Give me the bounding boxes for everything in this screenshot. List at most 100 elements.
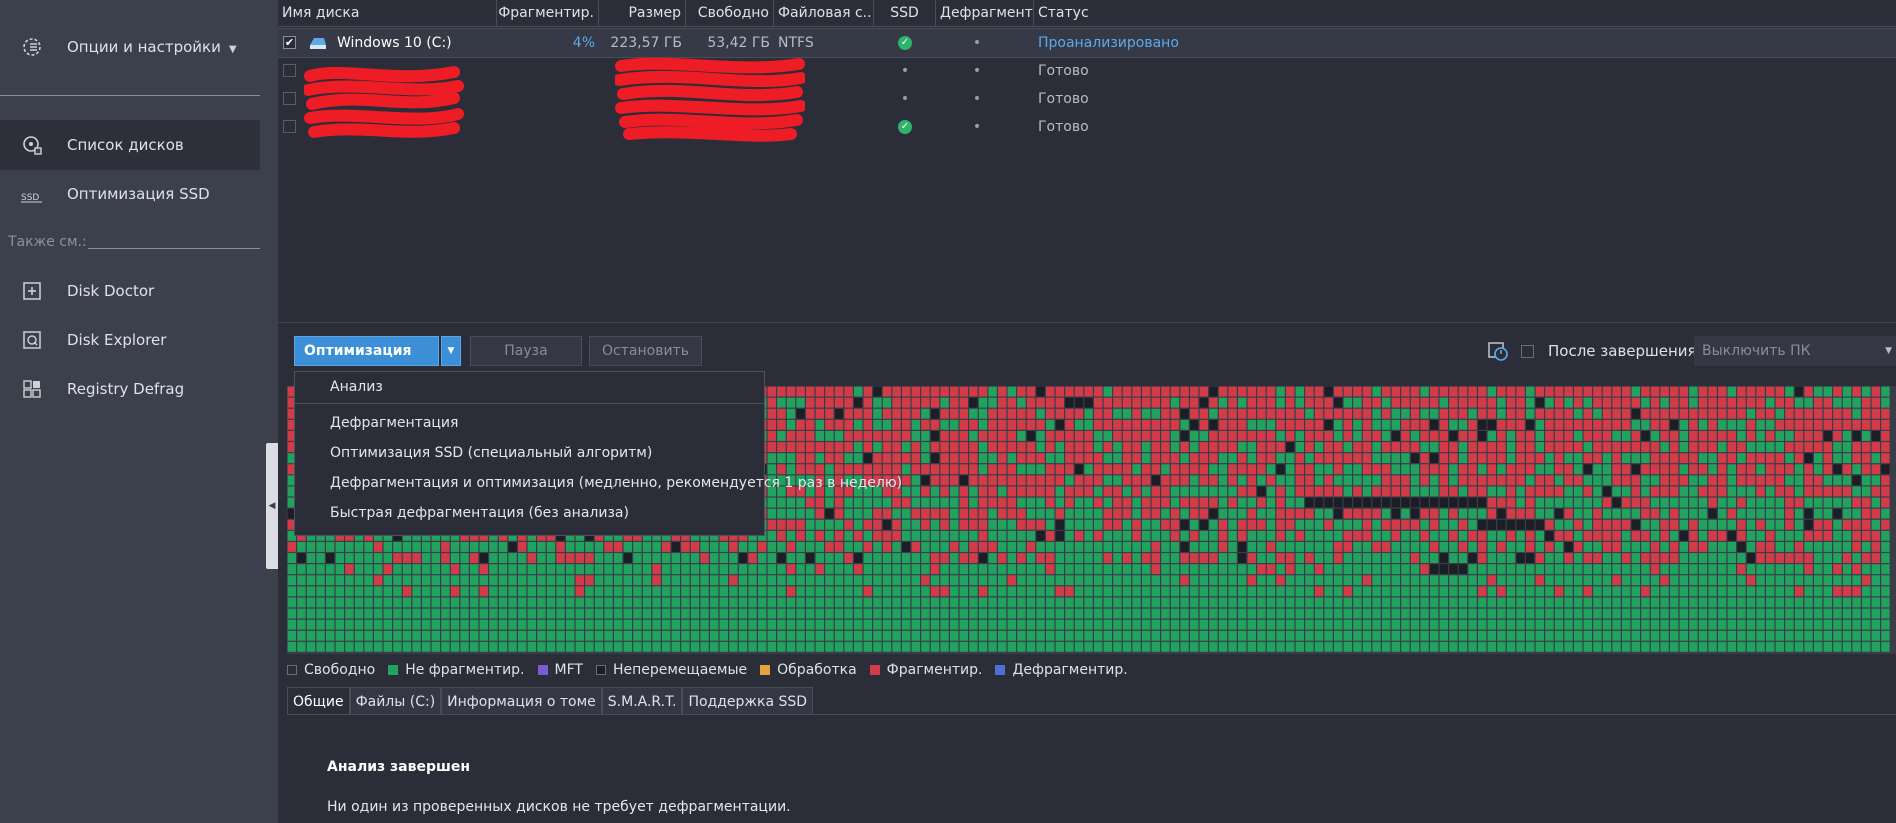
cluster-block (1401, 597, 1410, 608)
table-row[interactable]: ✔ Windows 10 (C:) 4% 223,57 ГБ 53,42 ГБ … (278, 28, 1896, 58)
sidebar-link-disk-explorer[interactable]: Disk Explorer (0, 315, 260, 365)
cluster-block (1698, 475, 1708, 486)
column-header-status[interactable]: Статус (1038, 5, 1089, 21)
tab-volume-info[interactable]: Информация о томе (441, 687, 602, 715)
cluster-block (710, 553, 719, 563)
cluster-block (844, 586, 853, 597)
options-settings-menu[interactable]: Опции и настройки ▼ (0, 22, 260, 72)
pause-button[interactable]: Пауза (470, 336, 582, 366)
cluster-block (1756, 542, 1765, 552)
tab-files[interactable]: Файлы (C:) (349, 687, 442, 715)
cluster-block (498, 564, 508, 575)
cluster-block (1314, 630, 1324, 641)
sidebar-item-ssd-optimization[interactable]: SSD Оптимизация SSD (0, 169, 260, 219)
sidebar-link-registry-defrag[interactable]: Registry Defrag (0, 364, 260, 414)
cluster-block (1420, 608, 1429, 619)
cluster-block (892, 475, 901, 486)
cluster-block (1266, 419, 1276, 430)
cluster-block (1737, 619, 1746, 630)
table-row[interactable]: ✓ • Готово (278, 113, 1896, 141)
row-checkbox[interactable] (283, 120, 296, 133)
tab-smart[interactable]: S.M.A.R.T. (601, 687, 683, 715)
cluster-block (796, 530, 805, 541)
cluster-block (1487, 619, 1496, 630)
cluster-block (652, 553, 661, 563)
cluster-block (1660, 530, 1669, 541)
cluster-block (1334, 630, 1343, 641)
menu-item-analyze[interactable]: Анализ (330, 379, 383, 395)
tab-general[interactable]: Общие (287, 687, 350, 715)
cluster-block (1833, 519, 1842, 530)
cluster-block (1382, 586, 1391, 597)
cluster-block (786, 453, 796, 464)
column-header-name[interactable]: Имя диска (278, 0, 497, 26)
cluster-block (470, 641, 479, 652)
row-checkbox[interactable] (283, 92, 296, 105)
cluster-block (1823, 519, 1832, 530)
table-row[interactable]: • • Готово (278, 57, 1896, 85)
column-header-defrag[interactable]: Дефрагмент... (936, 0, 1034, 26)
cluster-block (470, 542, 479, 552)
column-header-fragmentation[interactable]: Фрагментир. (497, 0, 599, 26)
cluster-block (326, 597, 335, 608)
cluster-block (729, 597, 738, 608)
cluster-block (815, 486, 824, 497)
cluster-block (1756, 575, 1765, 586)
cluster-block (1430, 442, 1439, 452)
cluster-block (1391, 586, 1400, 597)
tab-ssd-support[interactable]: Поддержка SSD (682, 687, 814, 715)
cluster-block (566, 575, 575, 586)
cluster-block (1199, 464, 1208, 475)
cluster-block (950, 553, 959, 563)
cluster-block (681, 564, 690, 575)
cluster-block (1698, 419, 1708, 430)
menu-item-defrag-optimize[interactable]: Дефрагментация и оптимизация (медленно, … (330, 475, 903, 491)
row-checkbox[interactable]: ✔ (283, 36, 296, 49)
cluster-block (882, 419, 892, 430)
cluster-block (1622, 542, 1631, 552)
cluster-block (1295, 553, 1304, 563)
cluster-block (1247, 386, 1256, 397)
sidebar-item-disk-list[interactable]: Список дисков (0, 120, 260, 170)
cluster-block (1689, 608, 1698, 619)
cluster-block (1449, 497, 1458, 508)
table-row[interactable]: • • Готово (278, 85, 1896, 113)
cluster-block (1583, 497, 1592, 508)
cluster-block (969, 453, 978, 464)
cluster-block (921, 608, 930, 619)
column-header-ssd[interactable]: SSD (874, 0, 936, 26)
menu-item-defrag[interactable]: Дефрагментация (330, 415, 459, 431)
after-completion-select[interactable]: Выключить ПК ▼ (1694, 336, 1896, 366)
row-checkbox[interactable] (283, 64, 296, 77)
cluster-block (1535, 442, 1544, 452)
cluster-block (1458, 619, 1468, 630)
cluster-block (902, 431, 911, 441)
after-completion-checkbox[interactable] (1521, 344, 1534, 358)
stop-button[interactable]: Остановить (589, 336, 702, 366)
cluster-block (1084, 508, 1093, 519)
optimize-ssd-button[interactable]: Оптимизация SSD (294, 336, 439, 387)
sidebar-collapse-handle[interactable]: ◀ (266, 443, 278, 569)
cluster-block (825, 641, 834, 652)
cluster-block (1343, 486, 1352, 497)
cluster-block (873, 597, 882, 608)
cluster-block (537, 641, 546, 652)
cluster-block (1468, 586, 1477, 597)
cluster-block (1545, 575, 1554, 586)
action-dropdown-button[interactable]: ▼ (441, 336, 461, 366)
column-header-size[interactable]: Размер (599, 0, 686, 26)
cluster-block (1602, 630, 1612, 641)
cluster-block (1852, 586, 1861, 597)
column-header-filesystem[interactable]: Файловая с... (774, 0, 874, 26)
cluster-block (1199, 508, 1208, 519)
column-header-free[interactable]: Свободно (686, 0, 774, 26)
cluster-block (1334, 530, 1343, 541)
cluster-block (1689, 575, 1698, 586)
menu-item-ssd-optimize[interactable]: Оптимизация SSD (специальный алгоритм) (330, 445, 653, 461)
cluster-block (1881, 575, 1890, 586)
sidebar-link-disk-doctor[interactable]: Disk Doctor (0, 266, 260, 316)
cluster-block (1737, 530, 1746, 541)
cluster-block (1324, 386, 1333, 397)
menu-item-quick-defrag[interactable]: Быстрая дефрагментация (без анализа) (330, 505, 629, 521)
cluster-block (1478, 619, 1487, 630)
